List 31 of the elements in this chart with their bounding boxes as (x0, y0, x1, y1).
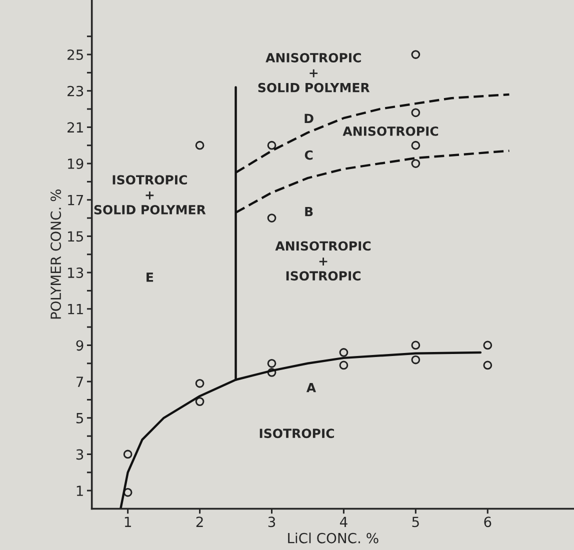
x-axis-title: LiCl CONC. % (288, 532, 378, 544)
annotation: ANISOTROPIC + ISOTROPIC (275, 241, 371, 281)
x-tick-label: 2 (196, 516, 203, 527)
y-tick-label: 3 (76, 449, 84, 460)
y-tick-label: 11 (68, 304, 83, 314)
x-tick-label: 5 (412, 516, 419, 528)
annotation: B (305, 206, 313, 216)
y-tick-label: 21 (68, 122, 83, 132)
annotation: A (306, 383, 316, 392)
y-tick-label: 1 (76, 486, 83, 496)
y-tick-label: 19 (68, 158, 84, 169)
y-tick-label: 17 (68, 195, 84, 206)
x-tick-label: 1 (124, 516, 131, 527)
y-tick-label: 7 (76, 376, 84, 387)
annotation: E (146, 272, 154, 282)
annotation: ANISOTROPIC (342, 126, 438, 136)
annotation: ISOTROPIC (260, 428, 334, 438)
annotation: ISOTROPIC + SOLID POLYMER (94, 175, 206, 214)
y-tick-label: 13 (68, 268, 84, 278)
x-tick-label: 4 (340, 516, 348, 527)
y-tick-label: 23 (68, 86, 84, 96)
x-tick-label: 3 (268, 516, 276, 528)
y-tick-label: 15 (68, 231, 83, 242)
y-axis-title: POLYMER CONC. % (50, 190, 62, 319)
y-tick-label: 9 (76, 340, 84, 351)
y-tick-label: 25 (68, 49, 83, 60)
annotation: C (304, 150, 313, 160)
y-tick-label: 5 (76, 413, 83, 424)
annotation: D (304, 114, 314, 124)
x-tick-label: 6 (484, 516, 492, 528)
annotation: ANISOTROPIC + SOLID POLYMER (258, 52, 370, 92)
